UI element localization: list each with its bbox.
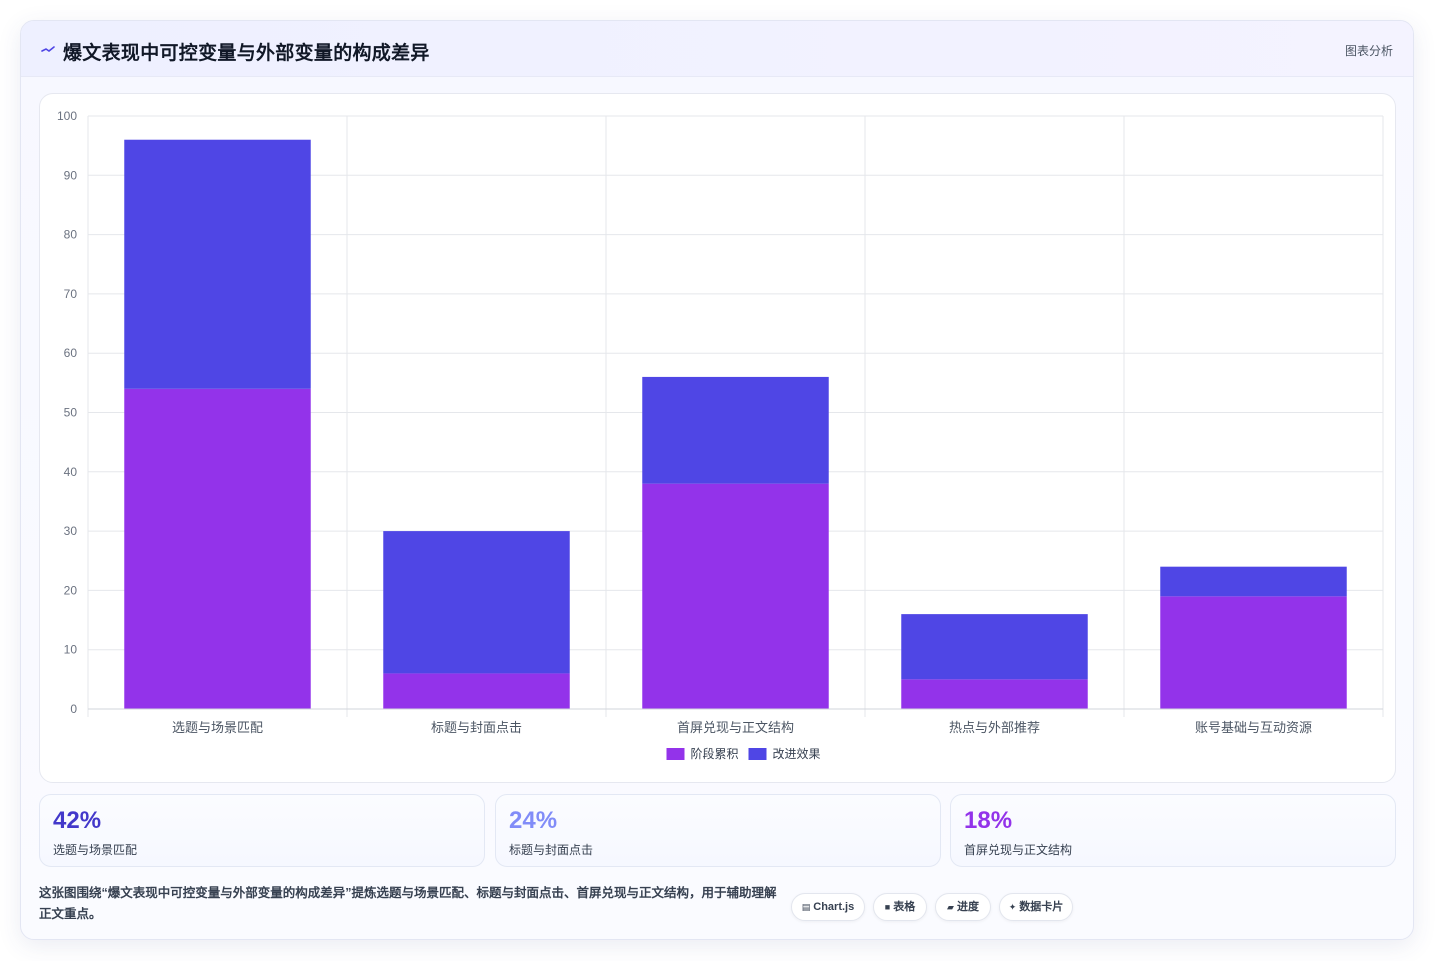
x-tick-label: 热点与外部推荐 <box>949 720 1040 735</box>
sparkle-icon: ✦ <box>1008 902 1017 912</box>
legend-label: 阶段累积 <box>691 746 739 761</box>
legend-label: 改进效果 <box>773 746 821 761</box>
chip-table[interactable]: ■ 表格 <box>873 893 927 921</box>
card-header: 爆文表现中可控变量与外部变量的构成差异 图表分析 <box>21 21 1413 77</box>
bar-segment <box>901 614 1088 680</box>
y-tick-label: 100 <box>57 109 77 123</box>
chip-data-card[interactable]: ✦ 数据卡片 <box>999 893 1073 921</box>
stat-label: 首屏兑现与正文结构 <box>964 843 1073 857</box>
bar-segment <box>383 673 570 709</box>
legend-swatch <box>666 748 685 760</box>
stat-card-1: 42% 选题与场景匹配 <box>39 794 485 867</box>
bar-segment <box>124 388 311 709</box>
y-tick-label: 10 <box>64 643 78 657</box>
chart-description: 这张图围绕“爆文表现中可控变量与外部变量的构成差异”提炼选题与场景匹配、标题与封… <box>39 886 777 921</box>
y-tick-label: 70 <box>64 287 78 301</box>
x-tick-label: 首屏兑现与正文结构 <box>677 720 794 735</box>
y-tick-label: 40 <box>64 465 78 479</box>
bar-segment <box>1160 566 1347 597</box>
chip-progress[interactable]: ▰ 进度 <box>935 893 991 921</box>
page-title: 爆文表现中可控变量与外部变量的构成差异 <box>63 43 430 64</box>
chart-panel: 0 10 20 30 40 50 60 70 80 90 100 选题与场景匹配 标题与封面点击 首屏兑现… <box>39 93 1396 783</box>
bar-segment <box>642 483 829 709</box>
header-tag: 图表分析 <box>1344 44 1393 58</box>
x-tick-label: 标题与封面点击 <box>431 720 522 735</box>
y-tick-label: 90 <box>64 168 78 182</box>
bar-segment <box>1160 596 1347 709</box>
y-tick-label: 30 <box>64 524 78 538</box>
x-tick-label: 账号基础与互动资源 <box>1195 720 1312 735</box>
stat-value: 24% <box>509 807 558 834</box>
chip-label: 表格 <box>893 901 916 913</box>
chip-label: Chart.js <box>813 901 855 913</box>
stat-label: 选题与场景匹配 <box>53 843 138 857</box>
wave-line-icon <box>41 43 55 55</box>
stat-value: 42% <box>53 807 102 834</box>
stacked-bar-chart: 0 10 20 30 40 50 60 70 80 90 100 选题与场景匹配 标题与封面点击 首屏兑现… <box>57 109 1384 761</box>
stat-card-2: 24% 标题与封面点击 <box>495 794 941 867</box>
stat-card-3: 18% 首屏兑现与正文结构 <box>950 794 1396 867</box>
bar-segment <box>642 376 829 484</box>
chart-card: 爆文表现中可控变量与外部变量的构成差异 图表分析 0 10 20 30 40 50 60 70… <box>20 20 1414 940</box>
y-tick-label: 0 <box>70 702 77 716</box>
y-tick-label: 20 <box>64 583 78 597</box>
chip-chartjs[interactable]: ▤ Chart.js <box>791 893 865 921</box>
x-tick-label: 选题与场景匹配 <box>172 720 263 735</box>
legend-swatch <box>748 748 767 760</box>
y-tick-label: 80 <box>64 228 78 242</box>
stat-label: 标题与封面点击 <box>509 843 594 857</box>
chart-icon: ▤ <box>801 902 811 912</box>
table-icon: ■ <box>884 902 891 912</box>
bar-segment <box>901 679 1088 709</box>
stat-value: 18% <box>964 807 1013 834</box>
bar-segment <box>383 531 570 674</box>
bar-segment <box>124 139 311 389</box>
chip-label: 数据卡片 <box>1019 901 1064 913</box>
progress-icon: ▰ <box>947 902 954 912</box>
chip-label: 进度 <box>956 901 979 913</box>
y-tick-label: 60 <box>64 346 78 360</box>
y-tick-label: 50 <box>64 406 78 420</box>
